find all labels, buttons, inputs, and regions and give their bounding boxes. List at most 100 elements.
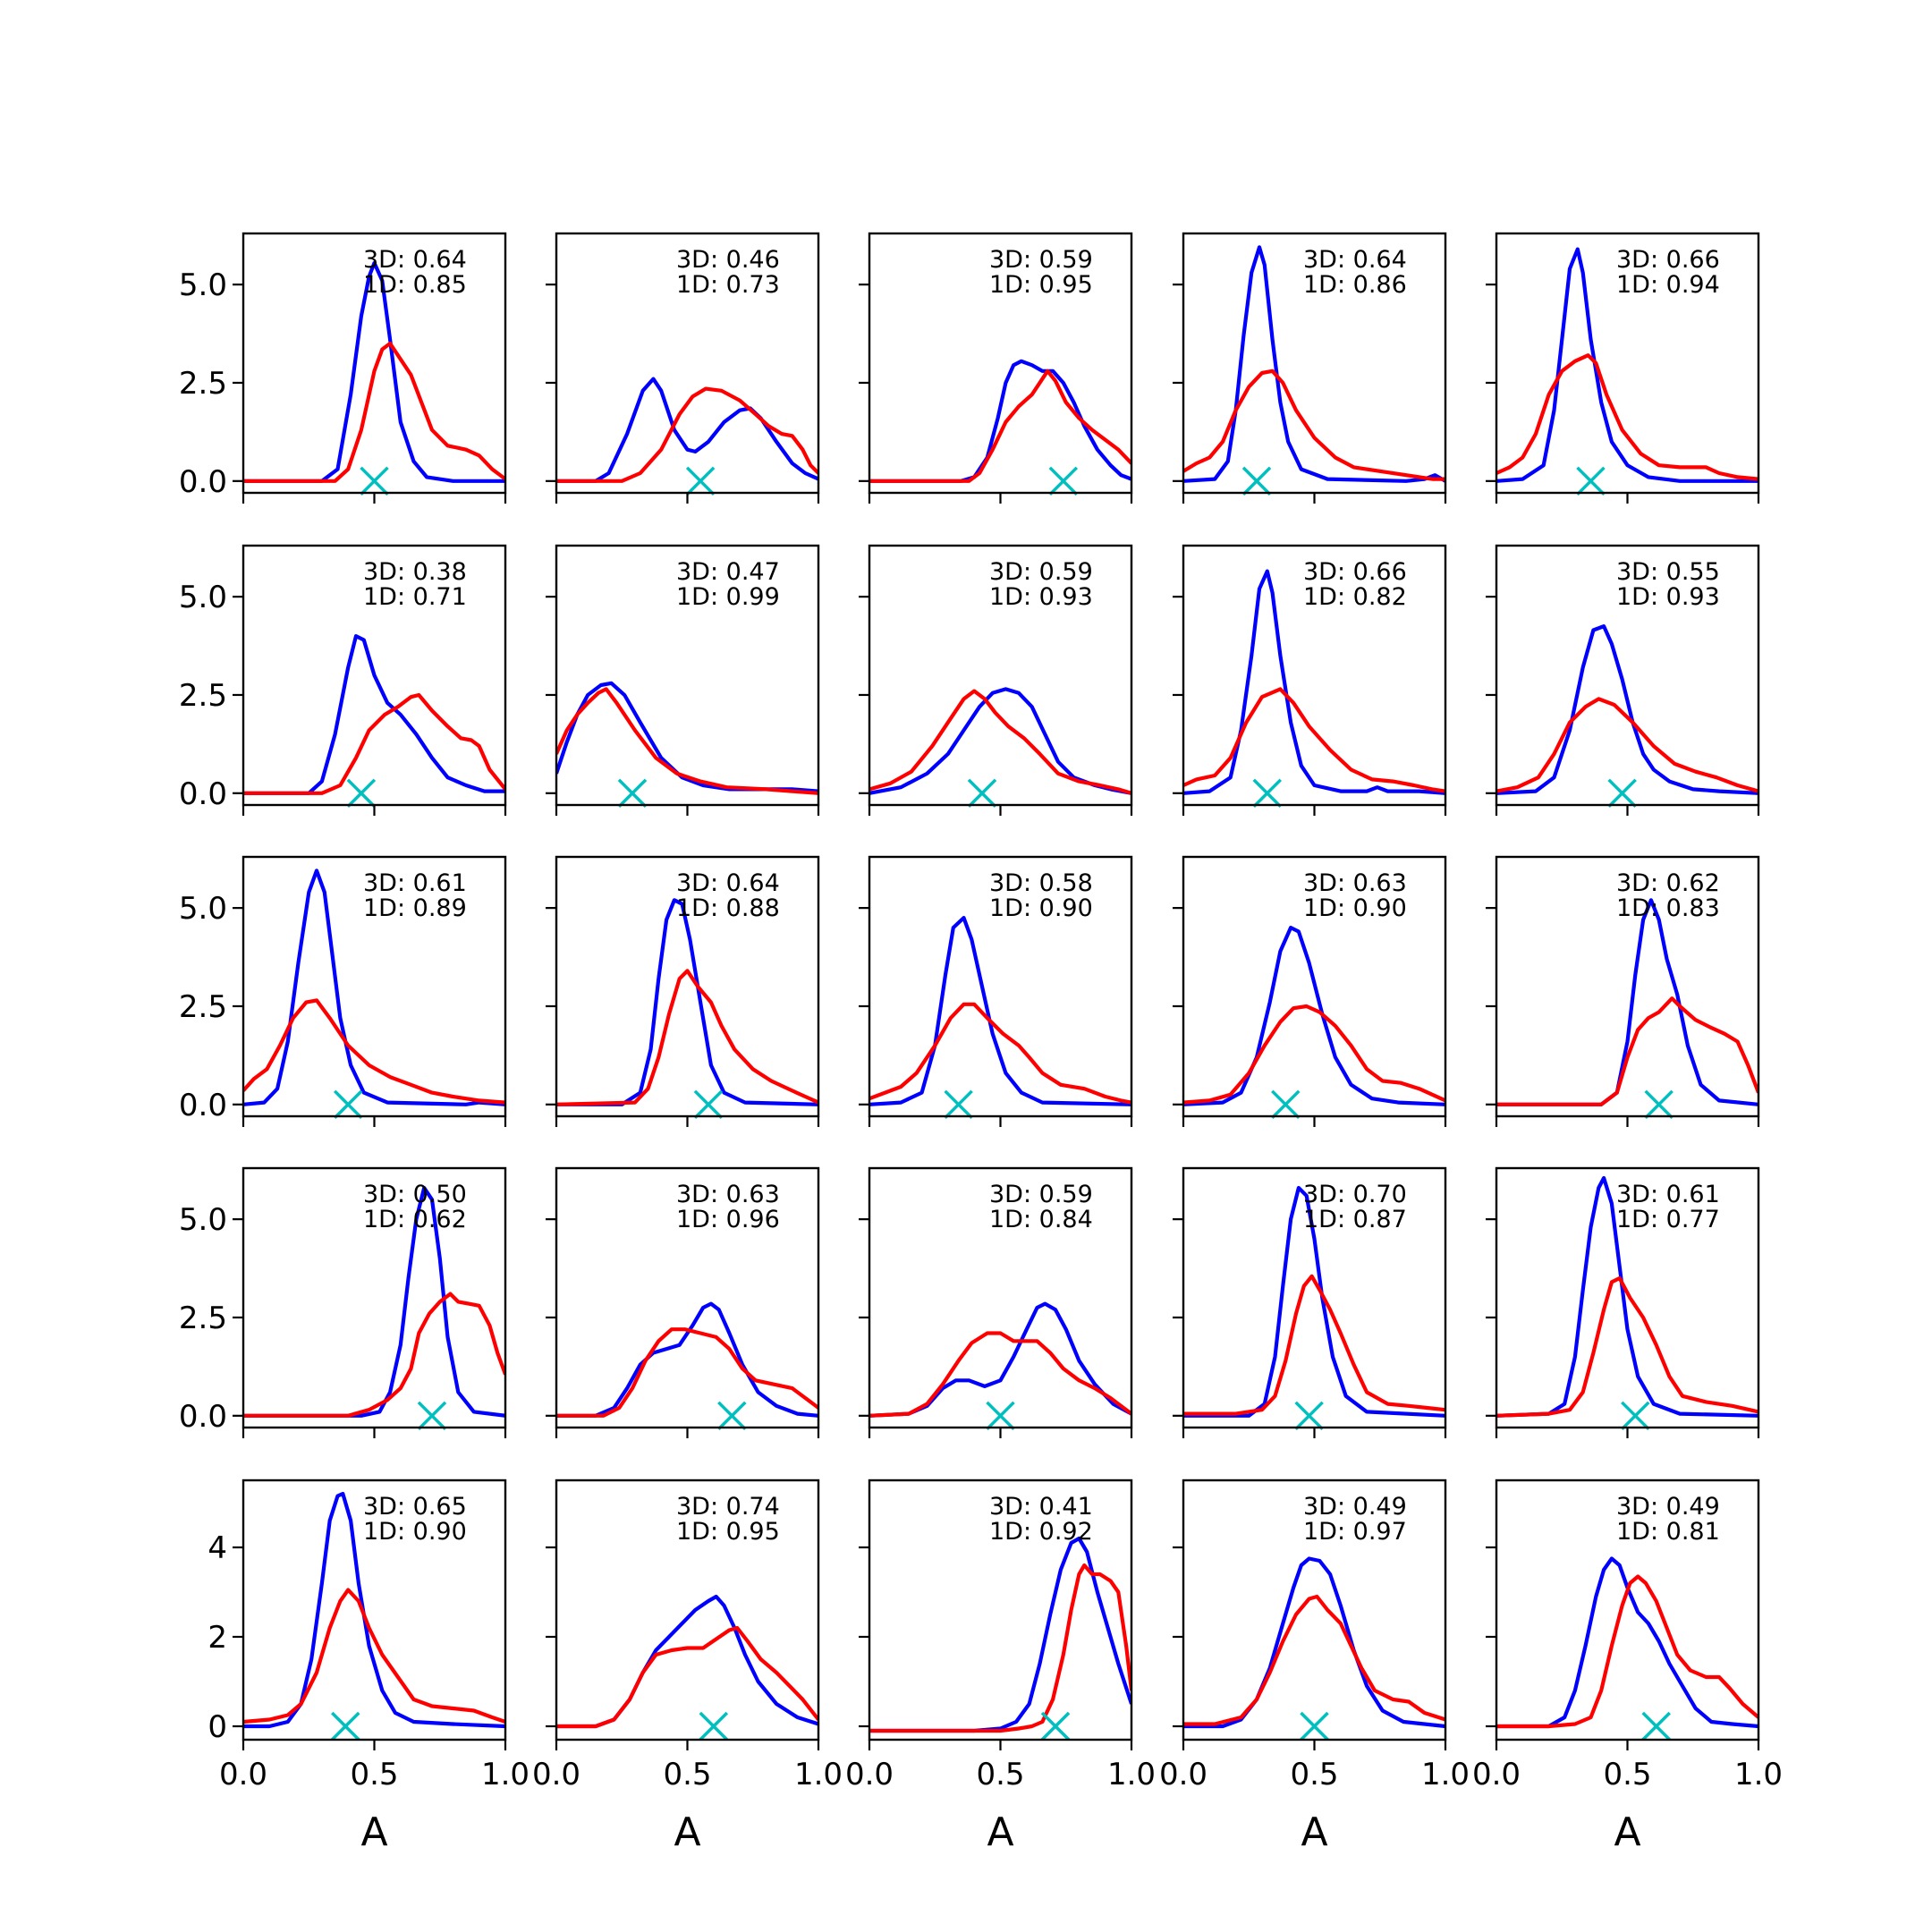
- annotation-3d: 3D: 0.74: [676, 1493, 780, 1521]
- x-marker: [693, 1089, 724, 1120]
- annotation-1d: 1D: 0.87: [1303, 1206, 1407, 1233]
- red-curve: [1183, 1004, 1445, 1105]
- x-marker: [1607, 778, 1637, 809]
- annotation-3d: 3D: 0.63: [676, 1181, 780, 1208]
- x-marker: [1252, 778, 1282, 809]
- x-tick-label: 1.0: [1107, 1757, 1156, 1792]
- blue-curve: [869, 1301, 1131, 1418]
- annotation-1d: 1D: 0.86: [1303, 271, 1407, 299]
- y-tick-label: 5.0: [179, 891, 227, 927]
- y-tick-label: 0.0: [179, 464, 227, 500]
- red-curve: [869, 1331, 1131, 1418]
- x-marker: [1300, 1711, 1329, 1741]
- x-axis-label: A: [987, 1809, 1013, 1855]
- x-marker: [685, 466, 716, 496]
- red-curve: [556, 687, 818, 795]
- annotation-3d: 3D: 0.41: [989, 1493, 1093, 1521]
- red-curve: [243, 998, 505, 1105]
- x-tick-label: 0.0: [532, 1757, 580, 1792]
- red-curve: [869, 1002, 1131, 1105]
- y-tick-label: 2.5: [179, 366, 227, 402]
- y-tick-label: 2.5: [179, 678, 227, 714]
- annotation-1d: 1D: 0.90: [989, 894, 1093, 922]
- annotation-1d: 1D: 0.84: [989, 1206, 1093, 1233]
- annotation-3d: 3D: 0.64: [676, 869, 780, 897]
- red-curve: [869, 1563, 1131, 1733]
- red-curve: [243, 1292, 505, 1418]
- x-marker: [944, 1089, 973, 1120]
- blue-curve: [1496, 623, 1758, 795]
- annotation-1d: 1D: 0.88: [676, 894, 780, 922]
- y-tick-label: 0.0: [179, 1088, 227, 1123]
- blue-curve: [1183, 245, 1445, 483]
- x-tick-label: 1.0: [1734, 1757, 1783, 1792]
- red-curve: [556, 1625, 818, 1729]
- x-marker: [331, 1711, 360, 1741]
- x-marker: [360, 466, 389, 496]
- blue-curve: [869, 1536, 1131, 1733]
- blue-curve: [243, 633, 505, 795]
- annotation-1d: 1D: 0.97: [1303, 1518, 1407, 1546]
- red-curve: [869, 689, 1131, 795]
- x-tick-label: 0.5: [976, 1757, 1024, 1792]
- annotation-1d: 1D: 0.92: [989, 1518, 1093, 1546]
- annotation-1d: 1D: 0.83: [1616, 894, 1720, 922]
- y-tick-label: 0.0: [179, 1399, 227, 1435]
- x-marker: [1294, 1401, 1324, 1431]
- x-marker: [333, 1089, 363, 1120]
- x-tick-label: 1.0: [481, 1757, 530, 1792]
- x-axis-label: A: [1614, 1809, 1640, 1855]
- red-curve: [556, 969, 818, 1106]
- annotation-3d: 3D: 0.59: [989, 558, 1093, 586]
- annotation-1d: 1D: 0.82: [1303, 583, 1407, 611]
- annotation-3d: 3D: 0.64: [363, 246, 467, 274]
- annotation-1d: 1D: 0.95: [989, 271, 1093, 299]
- red-curve: [243, 692, 505, 795]
- x-tick-label: 0.5: [350, 1757, 398, 1792]
- annotation-1d: 1D: 0.99: [676, 583, 780, 611]
- blue-curve: [556, 1301, 818, 1418]
- x-axis-label: A: [1301, 1809, 1327, 1855]
- blue-curve: [243, 1185, 505, 1418]
- red-curve: [556, 386, 818, 483]
- annotation-1d: 1D: 0.62: [363, 1206, 467, 1233]
- annotation-3d: 3D: 0.63: [1303, 869, 1407, 897]
- annotation-1d: 1D: 0.90: [363, 1518, 467, 1546]
- annotation-3d: 3D: 0.65: [363, 1493, 467, 1521]
- x-marker: [717, 1401, 747, 1431]
- annotation-3d: 3D: 0.50: [363, 1181, 467, 1208]
- x-marker: [346, 778, 377, 809]
- annotation-1d: 1D: 0.85: [363, 271, 467, 299]
- red-curve: [243, 341, 505, 483]
- annotation-3d: 3D: 0.58: [989, 869, 1093, 897]
- blue-curve: [1496, 1175, 1758, 1418]
- annotation-3d: 3D: 0.61: [1616, 1181, 1720, 1208]
- annotation-3d: 3D: 0.47: [676, 558, 780, 586]
- annotation-3d: 3D: 0.66: [1303, 558, 1407, 586]
- annotation-1d: 1D: 0.77: [1616, 1206, 1720, 1233]
- y-tick-label: 5.0: [179, 267, 227, 303]
- annotation-3d: 3D: 0.61: [363, 869, 467, 897]
- x-tick-label: 0.0: [845, 1757, 894, 1792]
- red-curve: [869, 369, 1131, 483]
- x-axis-label: A: [674, 1809, 700, 1855]
- y-tick-label: 0: [208, 1709, 227, 1745]
- x-marker: [1641, 1711, 1671, 1741]
- blue-curve: [243, 260, 505, 483]
- annotation-1d: 1D: 0.71: [363, 583, 467, 611]
- y-tick-label: 2.5: [179, 989, 227, 1025]
